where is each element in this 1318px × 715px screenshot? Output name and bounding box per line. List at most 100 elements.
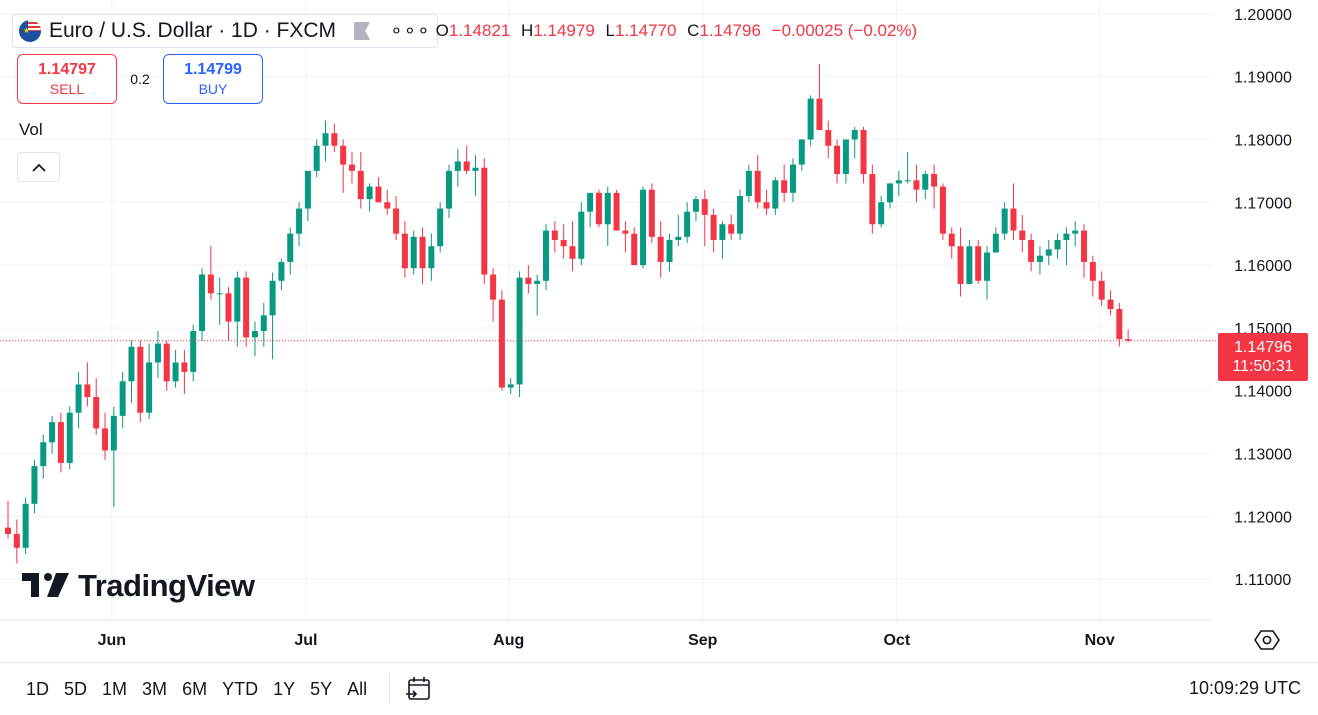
candle-body: [578, 212, 584, 259]
high-label: H: [521, 21, 533, 40]
range-1d-button[interactable]: 1D: [26, 679, 49, 700]
close-label: C: [687, 21, 699, 40]
flag-icon[interactable]: [354, 22, 370, 40]
symbol-title[interactable]: Euro / U.S. Dollar · 1D · FXCM: [49, 19, 336, 43]
candle-body: [552, 231, 558, 240]
candle-body: [305, 171, 311, 209]
y-tick-label: 1.20000: [1234, 7, 1292, 24]
range-ytd-button[interactable]: YTD: [222, 679, 258, 700]
candle-body: [1099, 281, 1105, 300]
candle-body: [1028, 240, 1034, 262]
candle-body: [226, 293, 232, 321]
candle-body: [640, 190, 646, 265]
y-tick-label: 1.14000: [1234, 384, 1292, 401]
candle-body: [402, 234, 408, 269]
range-all-button[interactable]: All: [347, 679, 367, 700]
candle-body: [296, 209, 302, 234]
candle-body: [270, 281, 276, 316]
spread-value: 0.2: [117, 71, 163, 87]
candle-body: [755, 171, 761, 202]
candle-body: [808, 99, 814, 140]
candle-body: [481, 168, 487, 275]
candle-body: [781, 180, 787, 193]
ohlc-values: O1.14821 H1.14979 L1.14770 C1.14796 −0.0…: [436, 21, 918, 41]
candle-body: [825, 130, 831, 146]
candle-body: [1055, 240, 1061, 249]
more-dots-icon[interactable]: ∘∘∘: [390, 26, 431, 36]
candle-body: [896, 180, 902, 183]
candle-body: [772, 180, 778, 208]
range-6m-button[interactable]: 6M: [182, 679, 207, 700]
candle-body: [614, 193, 620, 231]
candle-body: [31, 466, 37, 504]
y-tick-label: 1.16000: [1234, 258, 1292, 275]
candle-body: [931, 174, 937, 187]
candle-body: [446, 171, 452, 209]
candle-body: [128, 347, 134, 382]
y-tick-label: 1.17000: [1234, 195, 1292, 212]
trade-panel: 1.14797 SELL 0.2 1.14799 BUY: [17, 54, 263, 104]
candle-body: [252, 331, 258, 337]
range-1m-button[interactable]: 1M: [102, 679, 127, 700]
range-3m-button[interactable]: 3M: [142, 679, 167, 700]
candle-body: [816, 99, 822, 130]
chart-settings-icon[interactable]: [1254, 627, 1280, 653]
candle-body: [472, 168, 478, 171]
candle-body: [1046, 249, 1052, 255]
volume-indicator-label[interactable]: Vol: [19, 120, 43, 140]
close-value: 1.14796: [699, 21, 760, 40]
sell-button[interactable]: 1.14797 SELL: [17, 54, 117, 104]
range-5y-button[interactable]: 5Y: [310, 679, 332, 700]
candle-body: [658, 237, 664, 262]
candle-body: [746, 171, 752, 196]
candle-body: [702, 199, 708, 215]
candle-body: [675, 237, 681, 240]
toolbar-divider: [389, 674, 390, 704]
candle-body: [67, 413, 73, 463]
buy-button[interactable]: 1.14799 BUY: [163, 54, 263, 104]
utc-clock[interactable]: 10:09:29 UTC: [1189, 678, 1301, 699]
last-price-badge: 1.14796 11:50:31: [1218, 333, 1308, 381]
candle-body: [23, 504, 29, 548]
tradingview-logo-icon: [22, 571, 72, 601]
candle-body: [605, 193, 611, 224]
candle-body: [120, 381, 126, 416]
candle-body: [137, 347, 143, 413]
candle-body: [155, 344, 161, 363]
candle-body: [437, 209, 443, 247]
chevron-up-icon[interactable]: [17, 152, 60, 182]
candle-body: [719, 224, 725, 240]
x-tick-label: Sep: [688, 632, 718, 649]
candle-body: [93, 397, 99, 428]
candle-body: [1037, 256, 1043, 262]
candle-body: [375, 187, 381, 203]
candle-body: [499, 300, 505, 388]
y-tick-label: 1.13000: [1234, 447, 1292, 464]
candle-body: [331, 133, 337, 146]
candle-body: [428, 246, 434, 268]
legend: ★ Euro / U.S. Dollar · 1D · FXCM ∘∘∘ O1.…: [12, 14, 917, 48]
watermark-text: TradingView: [78, 568, 255, 604]
symbol-box[interactable]: ★ Euro / U.S. Dollar · 1D · FXCM ∘∘∘: [12, 14, 438, 48]
buy-label: BUY: [164, 81, 262, 97]
sell-label: SELL: [18, 81, 116, 97]
candle-body: [58, 422, 64, 463]
calendar-goto-icon[interactable]: [404, 674, 434, 704]
candle-body: [1090, 262, 1096, 281]
candle-body: [649, 190, 655, 237]
candle-body: [861, 130, 867, 174]
candle-body: [490, 275, 496, 300]
low-value: 1.14770: [615, 21, 676, 40]
candle-body: [728, 224, 734, 233]
candle-body: [287, 234, 293, 262]
candle-body: [14, 534, 20, 548]
candle-body: [984, 253, 990, 281]
candle-body: [340, 146, 346, 165]
range-5d-button[interactable]: 5D: [64, 679, 87, 700]
candle-body: [1010, 209, 1016, 231]
range-1y-button[interactable]: 1Y: [273, 679, 295, 700]
candle-body: [508, 384, 514, 387]
candle-body: [323, 133, 329, 146]
last-price-value: 1.14796: [1218, 338, 1308, 357]
candle-body: [164, 344, 170, 382]
